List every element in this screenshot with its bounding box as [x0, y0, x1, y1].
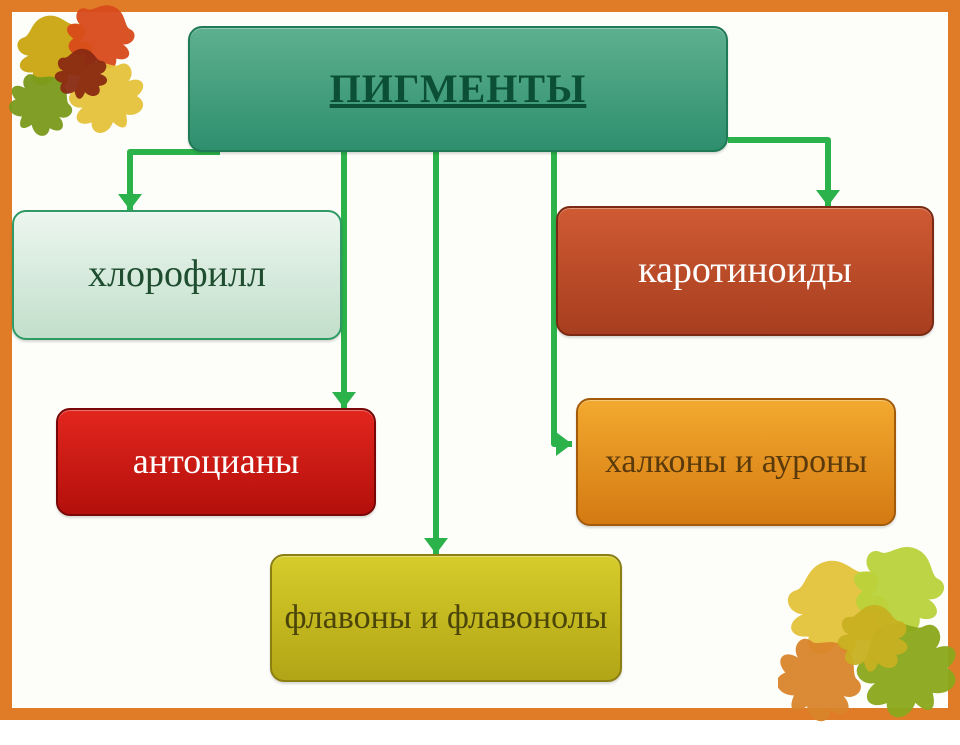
root-pigments-label: ПИГМЕНТЫ: [190, 65, 726, 113]
root-pigments-box: ПИГМЕНТЫ: [188, 26, 728, 152]
anthocyanins-box: антоцианы: [56, 408, 376, 516]
anthocyanins-label: антоцианы: [58, 440, 374, 483]
carotenoids-box: каротиноиды: [556, 206, 934, 336]
flavones-box: флавоны и флавонолы: [270, 554, 622, 682]
chalcones-label: халконы и ауроны: [578, 442, 894, 483]
chlorophyll-box: хлорофилл: [12, 210, 342, 340]
decor-leaves-topleft: [0, 0, 170, 150]
decor-leaves-bottomright: [778, 540, 960, 740]
chlorophyll-label: хлорофилл: [14, 252, 340, 298]
carotenoids-label: каротиноиды: [558, 248, 932, 294]
chalcones-box: халконы и ауроны: [576, 398, 896, 526]
flavones-label: флавоны и флавонолы: [272, 598, 620, 639]
